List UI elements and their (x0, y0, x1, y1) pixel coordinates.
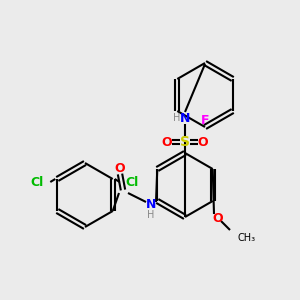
Text: CH₃: CH₃ (238, 233, 256, 243)
Text: O: O (198, 136, 208, 148)
Text: O: O (213, 212, 223, 224)
Text: N: N (180, 112, 190, 124)
Text: N: N (146, 199, 156, 212)
Text: F: F (201, 113, 209, 127)
Text: S: S (180, 135, 190, 149)
Text: Cl: Cl (125, 176, 138, 188)
Text: Cl: Cl (31, 176, 44, 188)
Text: O: O (115, 161, 125, 175)
Text: H: H (147, 210, 155, 220)
Text: H: H (173, 113, 181, 123)
Text: O: O (162, 136, 172, 148)
